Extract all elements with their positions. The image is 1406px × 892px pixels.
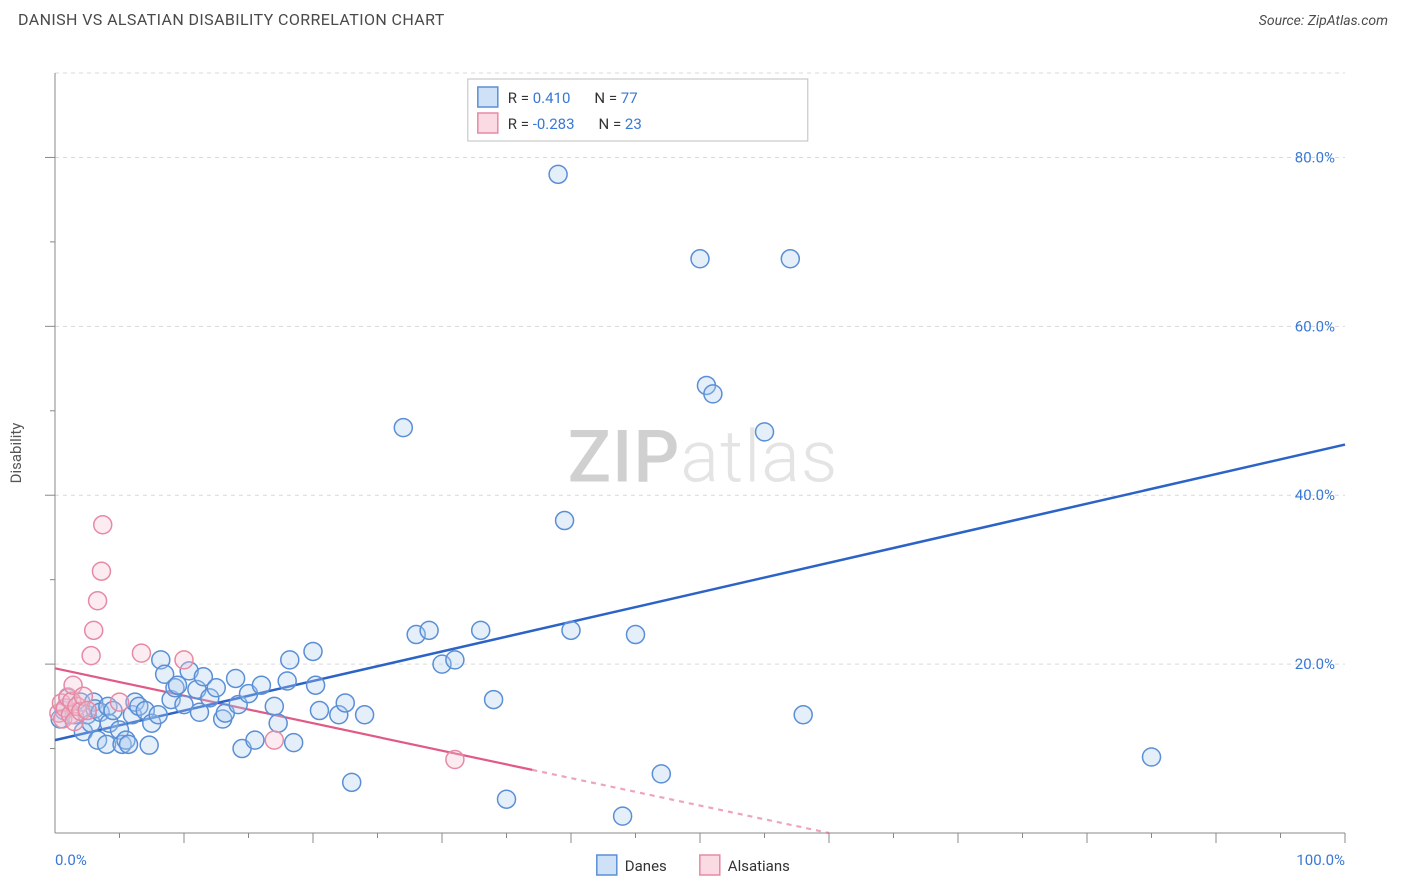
alsatians-point [175,651,193,669]
danes-point [472,621,490,639]
danes-point [265,697,283,715]
header-bar: DANISH VS ALSATIAN DISABILITY CORRELATIO… [0,0,1406,33]
source-link[interactable]: ZipAtlas.com [1308,13,1388,29]
legend-top-swatch-alsatians [478,113,498,133]
danes-point [485,691,503,709]
alsatians-point [265,731,283,749]
y-axis-label: Disability [7,423,25,484]
danes-point [356,706,374,724]
danes-point [285,734,303,752]
danes-point [691,250,709,268]
danes-point [343,773,361,791]
y-tick-label: 40.0% [1295,486,1335,504]
danes-point [614,807,632,825]
danes-point [304,642,322,660]
alsatians-point [82,647,100,665]
danes-point [207,679,225,697]
danes-point [704,385,722,403]
danes-point [756,423,774,441]
danes-point [307,676,325,694]
danes-point [269,714,287,732]
danes-point [420,621,438,639]
danes-point [278,672,296,690]
source-attribution: Source: ZipAtlas.com [1259,13,1388,29]
legend-top-swatch-danes [478,87,498,107]
alsatians-point [446,751,464,769]
y-tick-label: 60.0% [1295,317,1335,335]
danes-point [794,706,812,724]
danes-point [549,165,567,183]
x-tick-label: 100.0% [1296,851,1345,869]
alsatians-point [92,562,110,580]
danes-point [781,250,799,268]
danes-point [627,626,645,644]
alsatians-trend-line-dashed [532,770,829,833]
danes-point [652,765,670,783]
chart-title: DANISH VS ALSATIAN DISABILITY CORRELATIO… [18,10,445,29]
danes-point [446,651,464,669]
danes-point [246,731,264,749]
danes-point [394,419,412,437]
danes-point [556,512,574,530]
legend-swatch-danes [597,855,617,875]
danes-point [281,651,299,669]
danes-point [336,694,354,712]
scatter-chart: 20.0% 40.0% 60.0% 80.0% 0.0% 100.0% Disability… [0,33,1406,881]
danes-point [149,706,167,724]
alsatians-point [94,516,112,534]
danes-point [140,736,158,754]
legend-label-danes: Danes [625,857,667,875]
legend-swatch-alsatians [700,855,720,875]
alsatians-point [85,621,103,639]
danes-point [252,676,270,694]
danes-point [120,735,138,753]
y-tick-label: 80.0% [1295,148,1335,166]
alsatians-point [89,592,107,610]
danes-point [562,621,580,639]
legend-label-alsatians: Alsatians [728,857,790,875]
chart-container: 20.0% 40.0% 60.0% 80.0% 0.0% 100.0% Disability… [0,33,1406,881]
x-tick-label: 0.0% [55,851,87,869]
danes-point [227,669,245,687]
y-tick-label: 20.0% [1295,655,1335,673]
alsatians-point [132,644,150,662]
alsatians-point [78,702,96,720]
alsatians-point [111,693,129,711]
danes-point [498,790,516,808]
source-label: Source: [1259,13,1304,29]
danes-point [310,702,328,720]
danes-point [1143,748,1161,766]
